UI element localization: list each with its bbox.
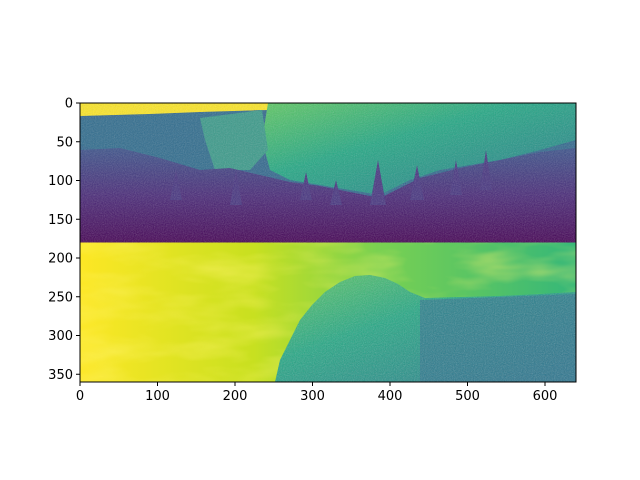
y-axis: 0 50 100 150 200 250 300 350 — [48, 97, 80, 383]
x-tick-label: 0 — [76, 389, 84, 404]
y-tick-label: 150 — [48, 213, 73, 228]
bottom-photo — [80, 242, 576, 382]
x-tick-label: 100 — [145, 389, 170, 404]
y-tick-label: 200 — [48, 252, 73, 267]
y-tick-label: 250 — [48, 290, 73, 305]
axes-frame — [79, 102, 577, 383]
x-tick-label: 500 — [455, 389, 480, 404]
top-photo — [80, 103, 576, 243]
x-tick-label: 600 — [533, 389, 558, 404]
x-axis: 0 100 200 300 400 500 600 — [76, 382, 558, 404]
image-area — [80, 103, 576, 382]
x-tick-label: 200 — [223, 389, 248, 404]
x-tick-label: 400 — [378, 389, 403, 404]
y-tick-label: 350 — [48, 368, 73, 383]
y-tick-label: 100 — [48, 174, 73, 189]
y-tick-label: 0 — [65, 97, 73, 112]
x-tick-label: 300 — [300, 389, 325, 404]
y-tick-label: 300 — [48, 329, 73, 344]
y-tick-label: 50 — [56, 135, 73, 150]
